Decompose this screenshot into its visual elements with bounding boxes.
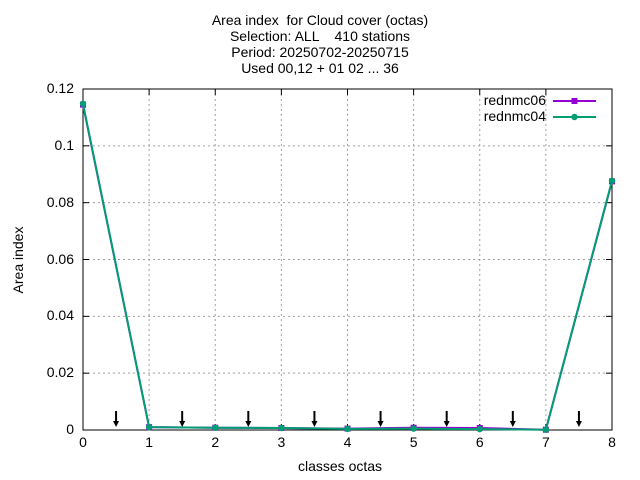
arrow-marker bbox=[179, 411, 186, 427]
y-tick-label: 0.02 bbox=[46, 364, 74, 381]
arrow-marker bbox=[311, 411, 318, 427]
y-tick-label: 0.12 bbox=[46, 80, 74, 96]
arrow-marker bbox=[443, 411, 450, 427]
data-point-rednmc04 bbox=[410, 425, 417, 432]
data-point-rednmc04 bbox=[344, 425, 351, 433]
y-tick-label: 0.04 bbox=[46, 307, 74, 324]
arrow-marker bbox=[113, 411, 120, 427]
arrow-marker bbox=[509, 411, 516, 427]
x-tick-label: 7 bbox=[541, 434, 550, 450]
legend-marker-rednmc04 bbox=[571, 113, 578, 121]
x-tick-label: 8 bbox=[608, 434, 616, 450]
x-tick-label: 5 bbox=[409, 434, 418, 450]
x-tick-label: 4 bbox=[343, 434, 352, 450]
y-tick-label: 0 bbox=[66, 421, 74, 437]
title-line-2: Selection: ALL 410 stations bbox=[229, 28, 411, 44]
x-axis-label: classes octas bbox=[298, 458, 383, 474]
data-point-rednmc04 bbox=[476, 425, 483, 433]
data-point-rednmc04 bbox=[79, 100, 87, 107]
legend-marker-rednmc06 bbox=[571, 98, 578, 104]
data-point-rednmc04 bbox=[542, 426, 550, 433]
y-tick-label: 0.06 bbox=[46, 250, 74, 267]
x-tick-label: 6 bbox=[475, 434, 484, 450]
data-point-rednmc04 bbox=[145, 423, 153, 431]
arrow-marker bbox=[575, 411, 582, 427]
legend-label-rednmc06: rednmc06 bbox=[483, 92, 546, 108]
title-line-4: Used 00,12 + 01 02 ... 36 bbox=[241, 60, 399, 76]
x-tick-label: 1 bbox=[145, 434, 154, 450]
x-tick-label: 0 bbox=[79, 434, 87, 450]
title-line-1: Area index for Cloud cover (octas) bbox=[211, 12, 429, 28]
title-line-3: Period: 20250702-20250715 bbox=[231, 44, 409, 60]
data-point-rednmc04 bbox=[212, 424, 219, 431]
legend-label-rednmc04: rednmc04 bbox=[483, 108, 546, 124]
data-point-rednmc04 bbox=[278, 424, 285, 432]
y-tick-label: 0.08 bbox=[46, 193, 74, 210]
arrow-marker bbox=[377, 411, 384, 427]
y-tick-label: 0.1 bbox=[54, 136, 74, 153]
x-tick-label: 2 bbox=[211, 434, 220, 450]
x-tick-label: 3 bbox=[277, 434, 286, 450]
data-point-rednmc04 bbox=[608, 177, 616, 184]
arrow-marker bbox=[245, 411, 252, 427]
